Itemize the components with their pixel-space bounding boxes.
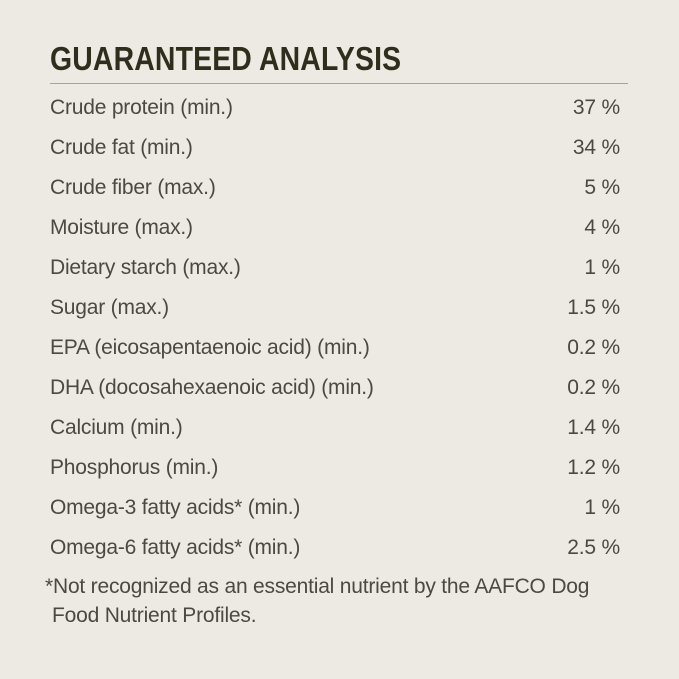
nutrient-row: Sugar (max.) 1.5 % (50, 288, 628, 328)
footnote-line-1: *Not recognized as an essential nutrient… (45, 575, 590, 598)
section-title: GUARANTEED ANALYSIS (50, 40, 402, 77)
nutrient-table: Crude protein (min.) 37 % Crude fat (min… (50, 88, 628, 568)
nutrient-value: 1 % (584, 496, 620, 519)
nutrient-value: 1.4 % (567, 416, 620, 439)
nutrient-row: Moisture (max.) 4 % (50, 208, 628, 248)
nutrient-row: Omega-6 fatty acids* (min.) 2.5 % (50, 528, 628, 568)
title-underline (50, 83, 628, 84)
nutrient-row: Dietary starch (max.) 1 % (50, 248, 628, 288)
nutrient-value: 1 % (584, 256, 620, 279)
footnote: *Not recognized as an essential nutrient… (45, 572, 628, 630)
nutrient-row: Calcium (min.) 1.4 % (50, 408, 628, 448)
nutrient-value: 37 % (572, 96, 620, 119)
nutrient-label: Moisture (max.) (50, 216, 193, 239)
nutrient-label: Crude fat (min.) (50, 136, 193, 159)
nutrient-row: Crude fat (min.) 34 % (50, 128, 628, 168)
nutrient-row: Omega-3 fatty acids* (min.) 1 % (50, 488, 628, 528)
nutrient-label: Omega-3 fatty acids* (min.) (50, 496, 301, 519)
footnote-line-2: Food Nutrient Profiles. (52, 604, 257, 627)
nutrient-label: Phosphorus (min.) (50, 456, 219, 479)
nutrient-value: 2.5 % (567, 536, 620, 559)
nutrient-label: Crude protein (min.) (50, 96, 233, 119)
nutrient-label: Dietary starch (max.) (50, 256, 241, 279)
nutrient-value: 1.5 % (567, 296, 620, 319)
nutrient-row: DHA (docosahexaenoic acid) (min.) 0.2 % (50, 368, 628, 408)
nutrient-row: EPA (eicosapentaenoic acid) (min.) 0.2 % (50, 328, 628, 368)
nutrient-label: Omega-6 fatty acids* (min.) (50, 536, 301, 559)
nutrient-label: DHA (docosahexaenoic acid) (min.) (50, 376, 374, 399)
nutrient-label: Crude fiber (max.) (50, 176, 216, 199)
nutrient-value: 0.2 % (567, 376, 620, 399)
nutrient-value: 1.2 % (567, 456, 620, 479)
nutrient-label: Calcium (min.) (50, 416, 183, 439)
nutrient-value: 4 % (584, 216, 620, 239)
nutrient-value: 5 % (584, 176, 620, 199)
nutrient-row: Phosphorus (min.) 1.2 % (50, 448, 628, 488)
guaranteed-analysis-panel: GUARANTEED ANALYSIS Crude protein (min.)… (45, 0, 628, 630)
nutrient-row: Crude protein (min.) 37 % (50, 88, 628, 128)
nutrient-row: Crude fiber (max.) 5 % (50, 168, 628, 208)
nutrient-value: 0.2 % (567, 336, 620, 359)
nutrient-value: 34 % (572, 136, 620, 159)
nutrient-label: EPA (eicosapentaenoic acid) (min.) (50, 336, 370, 359)
nutrient-label: Sugar (max.) (50, 296, 169, 319)
